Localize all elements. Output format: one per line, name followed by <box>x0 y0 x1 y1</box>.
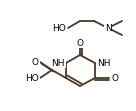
Text: NH: NH <box>52 58 65 67</box>
Text: HO: HO <box>25 73 39 82</box>
Text: O: O <box>76 39 84 48</box>
Text: N: N <box>105 24 111 33</box>
Text: NH: NH <box>97 58 110 67</box>
Text: HO: HO <box>52 24 66 33</box>
Text: O: O <box>112 73 119 82</box>
Text: O: O <box>32 57 39 66</box>
